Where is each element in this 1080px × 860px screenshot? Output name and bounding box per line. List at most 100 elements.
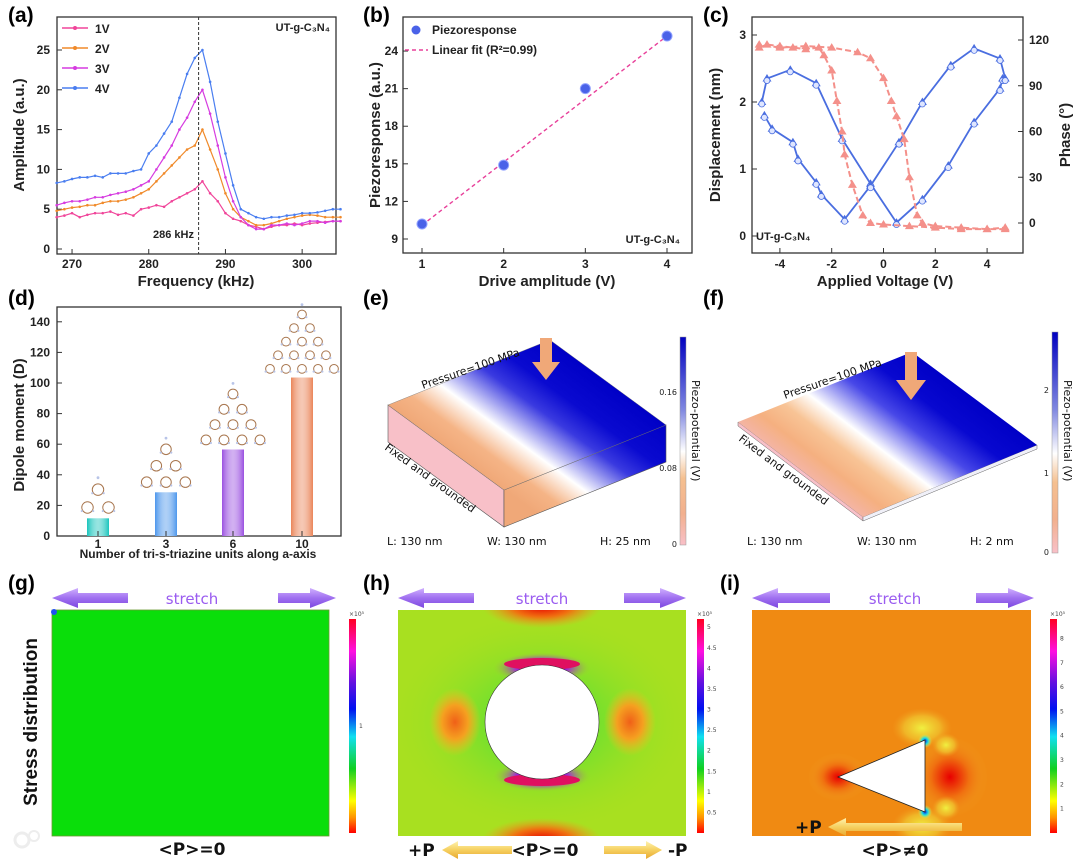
molecule-atom — [254, 426, 257, 429]
corner-spot — [51, 609, 57, 615]
molecule-atom — [273, 370, 276, 373]
molecule-atom — [227, 441, 230, 445]
tick-label: 2 — [500, 257, 507, 271]
molecule-ring — [273, 350, 283, 361]
data-point — [247, 219, 250, 223]
stress-field — [51, 609, 330, 837]
data-point — [155, 144, 158, 147]
molecule-ring — [254, 434, 266, 446]
arrow-left-icon — [442, 841, 512, 859]
data-point — [285, 217, 289, 221]
molecule-atom — [102, 492, 105, 495]
bar-highlight — [87, 518, 109, 536]
colorbar-tick: 0.08 — [659, 464, 677, 473]
width-label: W: 130 nm — [857, 535, 917, 548]
molecule-ring — [160, 476, 172, 488]
data-point — [170, 199, 174, 203]
molecule-atom — [296, 343, 299, 346]
tick-label: 10 — [295, 537, 309, 551]
sample-annotation: UT-g-C₃N₄ — [756, 231, 810, 243]
height-label: H: 25 nm — [600, 535, 651, 548]
colorbar-tick: 1.5 — [707, 768, 717, 775]
y-axis-label: Amplitude (a.u.) — [11, 78, 28, 191]
data-point — [109, 210, 112, 213]
colorbar-tick: 1 — [707, 789, 711, 796]
colorbar — [1050, 619, 1057, 833]
legend-marker — [73, 66, 77, 70]
molecule-ring — [297, 363, 307, 374]
data-point — [239, 215, 243, 219]
data-point-hollow — [947, 63, 955, 71]
molecule-atom — [164, 436, 168, 440]
data-point-hollow — [1001, 77, 1009, 84]
data-point — [155, 180, 158, 183]
tick-label: 2 — [932, 257, 939, 271]
molecule-atom — [288, 356, 291, 360]
molecule-atom — [218, 426, 221, 429]
x-axis-label: Frequency (kHz) — [138, 273, 255, 290]
molecule-atom — [150, 484, 154, 487]
data-point — [124, 190, 128, 193]
series-line — [763, 47, 1007, 221]
molecule-ring — [91, 483, 105, 496]
tick-label: 30 — [1029, 170, 1043, 184]
length-label: L: 130 nm — [387, 535, 443, 548]
colorbar-tick: 0 — [672, 540, 677, 549]
data-point — [178, 156, 181, 159]
colorbar-tick: 2 — [1060, 781, 1064, 788]
data-point — [1000, 224, 1010, 233]
arrow-right-icon — [624, 588, 686, 608]
colorbar-tick: 3 — [707, 707, 711, 714]
molecule-atom — [140, 484, 143, 487]
tick-label: 9 — [391, 232, 398, 246]
data-point — [837, 127, 847, 135]
data-point — [70, 177, 74, 181]
tick-label: 0 — [43, 529, 50, 543]
data-point — [55, 215, 58, 219]
data-point — [93, 211, 97, 215]
data-point — [277, 219, 281, 223]
legend-label: 1V — [95, 22, 110, 36]
arrow-right-icon — [604, 841, 662, 859]
molecule-ring — [200, 434, 212, 446]
molecule-atom — [297, 356, 300, 360]
plot-frame — [56, 16, 337, 255]
molecule-atom — [209, 426, 212, 429]
data-point — [185, 72, 189, 76]
data-point — [331, 207, 335, 211]
data-point — [170, 144, 174, 147]
data-point — [331, 215, 335, 219]
data-point — [339, 215, 342, 219]
molecule-atom — [328, 370, 331, 373]
data-point — [132, 214, 135, 217]
colorbar-tick: 4 — [707, 665, 711, 672]
data-point — [86, 213, 89, 217]
data-point — [109, 199, 112, 203]
data-point-hollow — [970, 47, 978, 54]
data-point — [78, 199, 82, 203]
data-point — [124, 172, 128, 175]
data-point-hollow — [817, 193, 825, 200]
peak-frequency-label: 286 kHz — [153, 229, 194, 241]
data-point — [231, 184, 235, 187]
x-axis-label: Applied Voltage (V) — [817, 273, 953, 290]
colorbar-label: Piezo-potential (V) — [689, 380, 702, 481]
sample-annotation: UT-g-C₃N₄ — [276, 22, 330, 34]
tick-label: 15 — [385, 157, 399, 171]
data-point — [70, 199, 74, 203]
colorbar-scale: ×10⁵ — [1050, 611, 1066, 618]
tick-label: 100 — [30, 376, 50, 390]
data-point — [124, 211, 128, 215]
molecule-atom — [288, 329, 291, 332]
data-point — [262, 217, 266, 221]
data-point — [216, 120, 220, 123]
data-point — [208, 148, 212, 151]
data-point — [224, 211, 227, 215]
colorbar-tick: 7 — [1060, 660, 1064, 667]
data-point — [70, 211, 74, 215]
data-point-hollow — [841, 217, 849, 225]
tick-label: 18 — [385, 119, 399, 133]
data-point — [917, 218, 927, 226]
data-point — [93, 203, 97, 207]
